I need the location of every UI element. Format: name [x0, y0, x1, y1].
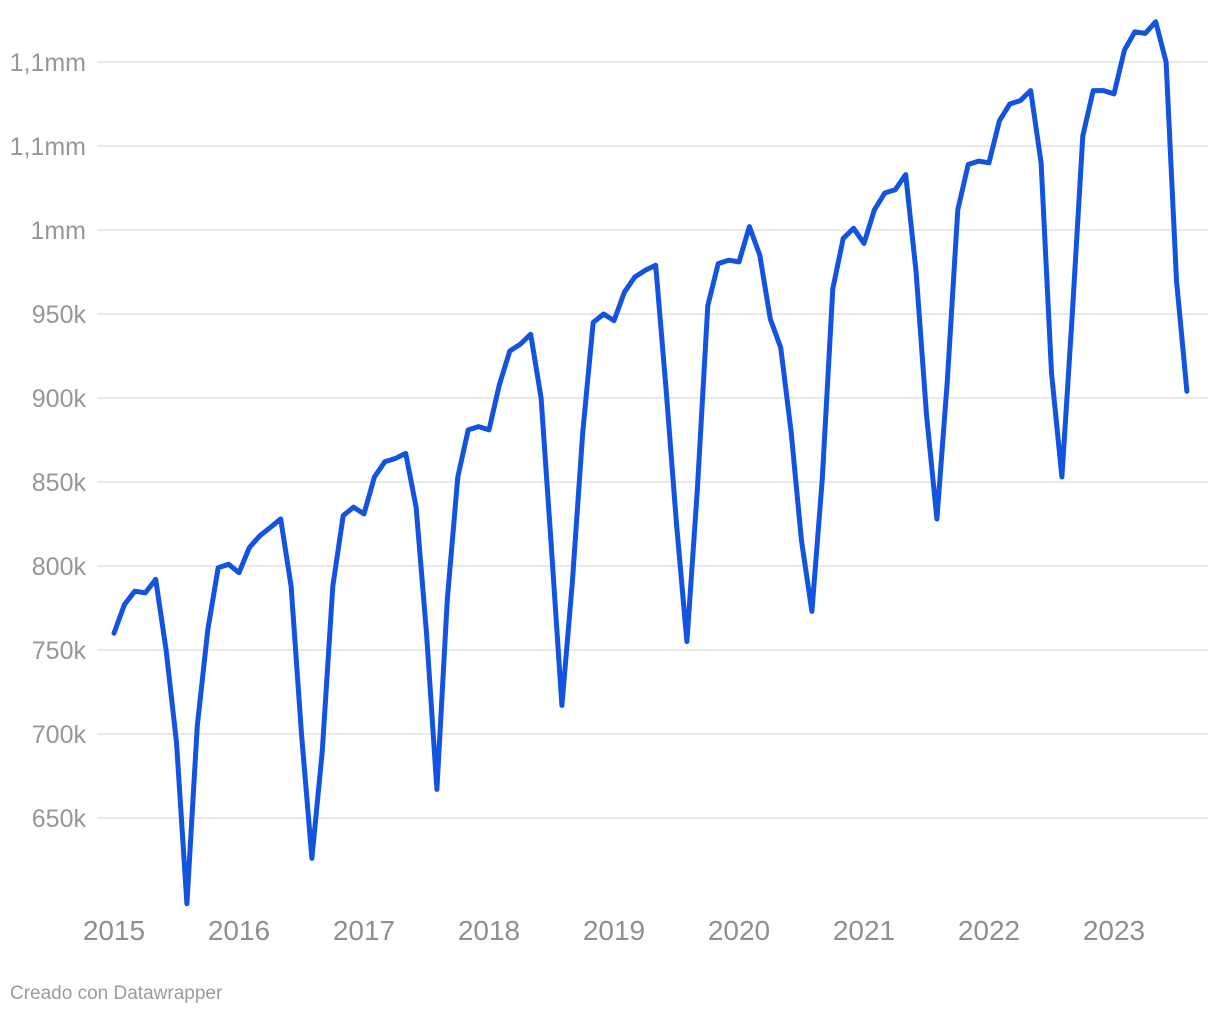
y-tick-label: 1,1mm: [10, 49, 86, 77]
x-tick-label: 2015: [83, 915, 145, 946]
y-tick-label: 800k: [32, 553, 87, 581]
data-line: [111, 19, 1190, 907]
y-tick-label: 900k: [32, 385, 87, 413]
y-tick-label: 650k: [32, 805, 87, 833]
x-tick-label: 2022: [958, 915, 1020, 946]
x-tick-label: 2017: [333, 915, 395, 946]
x-tick-label: 2023: [1083, 915, 1145, 946]
x-tick-label: 2016: [208, 915, 270, 946]
y-tick-label: 950k: [32, 301, 87, 329]
datawrapper-credit: Creado con Datawrapper: [10, 983, 223, 1004]
x-tick-label: 2019: [583, 915, 645, 946]
y-tick-label: 750k: [32, 637, 87, 665]
x-tick-label: 2021: [833, 915, 895, 946]
y-tick-label: 850k: [32, 469, 87, 497]
y-tick-label: 1,1mm: [10, 133, 86, 161]
x-tick-label: 2020: [708, 915, 770, 946]
y-tick-label: 700k: [32, 721, 87, 749]
x-tick-label: 2018: [458, 915, 520, 946]
y-tick-label: 1mm: [30, 217, 86, 245]
